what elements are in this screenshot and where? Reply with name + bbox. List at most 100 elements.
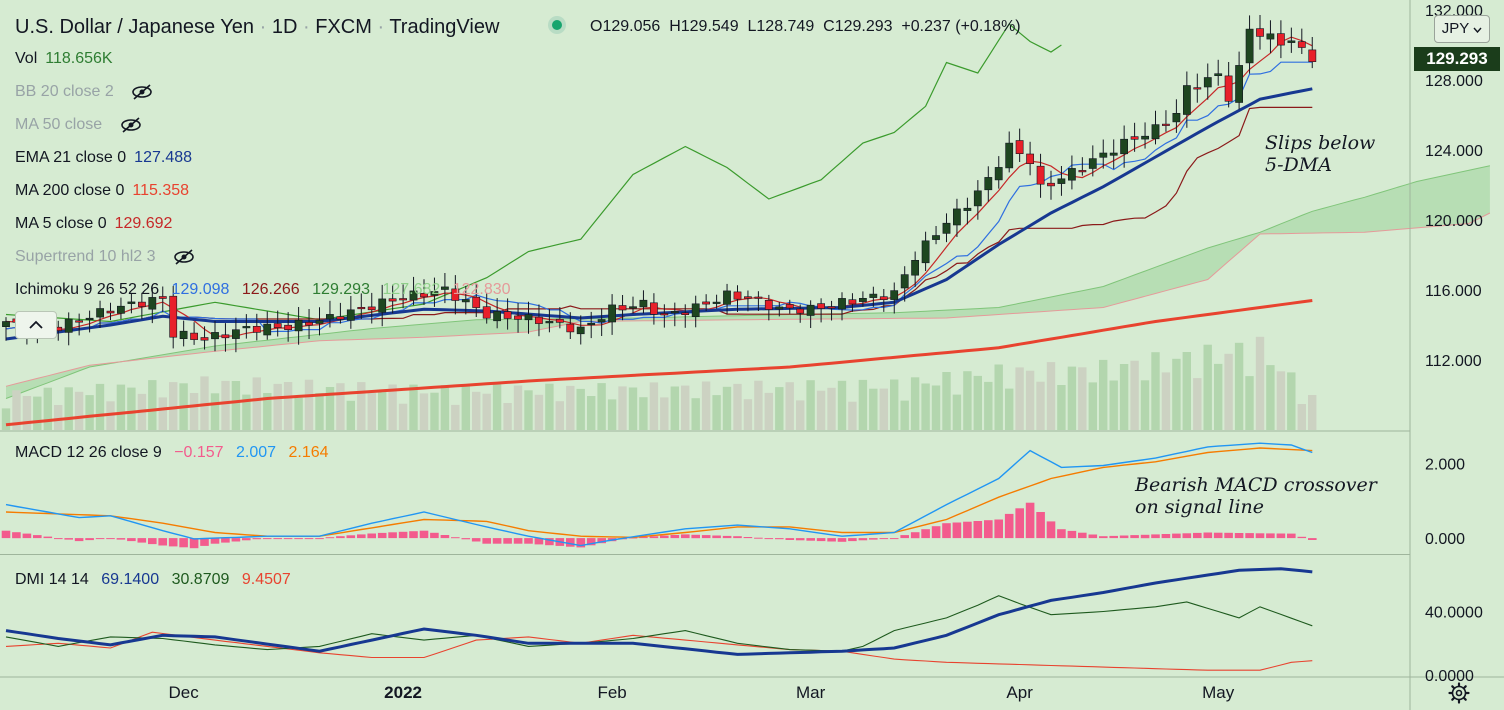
candle-body	[1308, 49, 1317, 63]
volume-bar	[1057, 385, 1066, 430]
volume-bar	[127, 387, 136, 430]
volume-bar	[85, 395, 94, 430]
legend-supertrend[interactable]: Supertrend 10 hl2 3	[15, 246, 196, 268]
candle-body	[858, 297, 867, 302]
symbol-name[interactable]: U.S. Dollar / Japanese Yen	[15, 16, 255, 38]
market-status-icon	[548, 16, 566, 34]
macd-histogram-bar	[513, 538, 523, 544]
volume-bar	[492, 384, 502, 430]
volume-bar	[482, 393, 491, 430]
plus-di-value: 30.8709	[171, 571, 230, 588]
macd-histogram-bar	[837, 538, 847, 542]
macd-histogram-bar	[754, 537, 763, 539]
macd-histogram-bar	[1025, 502, 1035, 539]
volume-bar	[12, 390, 21, 430]
macd-histogram-bar	[64, 538, 73, 540]
volume-bar	[304, 379, 314, 430]
candle-body	[545, 321, 554, 324]
macd-histogram-bar	[221, 538, 230, 543]
eye-hidden-icon[interactable]	[130, 83, 154, 101]
legend-vol[interactable]: Vol 118.656K	[15, 48, 121, 70]
candle-body	[723, 290, 731, 305]
macd-histogram-bar	[200, 538, 209, 546]
currency-selector[interactable]: JPY	[1434, 15, 1490, 43]
legend-ma5[interactable]: MA 5 close 0 129.692	[15, 213, 180, 235]
candle-body	[399, 298, 407, 301]
legend-macd[interactable]: MACD 12 26 close 9 −0.157 2.007 2.164	[15, 442, 337, 464]
volume-bar	[169, 382, 178, 430]
candle-body	[85, 317, 94, 321]
candle-body	[785, 304, 794, 309]
adx-value: 69.1400	[101, 571, 160, 588]
dmi-adx-line	[5, 567, 1313, 656]
legend-dmi[interactable]: DMI 14 14 69.1400 30.8709 9.4507	[15, 569, 299, 591]
macd-histogram-bar	[524, 538, 533, 544]
ichimoku-label: Ichimoku 9 26 52 26	[15, 281, 160, 298]
macd-histogram-bar	[503, 538, 512, 544]
eye-hidden-icon[interactable]	[119, 116, 143, 134]
candle-body	[524, 314, 533, 321]
candle-body	[514, 315, 522, 320]
last-price-label: 129.293	[1414, 47, 1500, 71]
candle-body	[1214, 73, 1223, 76]
candle-body	[660, 313, 669, 316]
volume-bar	[691, 398, 700, 430]
dmi-label: DMI 14 14	[15, 571, 89, 588]
price-tick-label: 124.000	[1425, 143, 1483, 160]
macd-histogram-bar	[492, 538, 502, 544]
candle-body	[1256, 28, 1264, 37]
interval[interactable]: 1D	[271, 16, 298, 38]
bb-label: BB 20 close 2	[15, 83, 114, 100]
legend-ma200[interactable]: MA 200 close 0 115.358	[15, 180, 197, 202]
candle-body	[409, 290, 418, 301]
legend-bb[interactable]: BB 20 close 2	[15, 81, 154, 103]
macd-histogram-bar	[1266, 533, 1275, 539]
macd-histogram-bar	[1046, 521, 1056, 539]
volume-bar	[283, 382, 293, 430]
macd-histogram-bar	[12, 532, 21, 539]
volume-bar	[440, 385, 450, 430]
candle-body	[169, 295, 178, 338]
candle-body	[1297, 41, 1306, 48]
eye-hidden-icon[interactable]	[172, 248, 196, 266]
candle-body	[817, 303, 825, 309]
volume-bar	[1245, 376, 1254, 430]
volume-bar	[524, 390, 533, 430]
candle-body	[806, 304, 815, 316]
volume-bar	[576, 388, 585, 430]
macd-histogram-bar	[54, 538, 63, 540]
candle-body	[284, 324, 292, 331]
candle-body	[1078, 170, 1087, 173]
volume-bar	[952, 394, 962, 430]
candle-body	[1172, 113, 1181, 123]
macd-histogram-bar	[231, 538, 241, 542]
gear-icon[interactable]	[1448, 682, 1470, 704]
volume-bar	[1224, 353, 1233, 430]
volume-bar	[273, 383, 282, 430]
macd-histogram-bar	[1308, 538, 1317, 540]
price-indicator-lines	[5, 23, 1313, 427]
volume-bar	[1067, 366, 1077, 430]
collapse-legend-button[interactable]	[15, 311, 57, 339]
macd-histogram-bar	[482, 538, 491, 544]
macd-histogram-bar	[806, 538, 815, 541]
volume-bar	[1255, 336, 1265, 430]
volume-bar	[660, 397, 669, 430]
macd-histogram-bar	[106, 538, 115, 540]
candle-body	[378, 298, 387, 313]
volume-bar	[1287, 372, 1296, 430]
candle-body	[952, 208, 961, 226]
legend-ichimoku[interactable]: Ichimoku 9 26 52 26 129.098 126.266 129.…	[15, 279, 519, 301]
candle-body	[1141, 135, 1149, 140]
legend-ma50[interactable]: MA 50 close	[15, 114, 143, 136]
axis-tick-labels: 112.000116.000120.000124.000128.000132.0…	[169, 3, 1483, 702]
volume-bar	[1193, 378, 1202, 430]
candle-body	[75, 320, 83, 323]
legend-ema21[interactable]: EMA 21 close 0 127.488	[15, 147, 200, 169]
volume-bar	[398, 403, 408, 430]
macd-histogram-bar	[419, 530, 429, 539]
volume-bar	[513, 385, 523, 430]
volume-bar	[148, 380, 157, 430]
low-label: L	[747, 18, 757, 35]
